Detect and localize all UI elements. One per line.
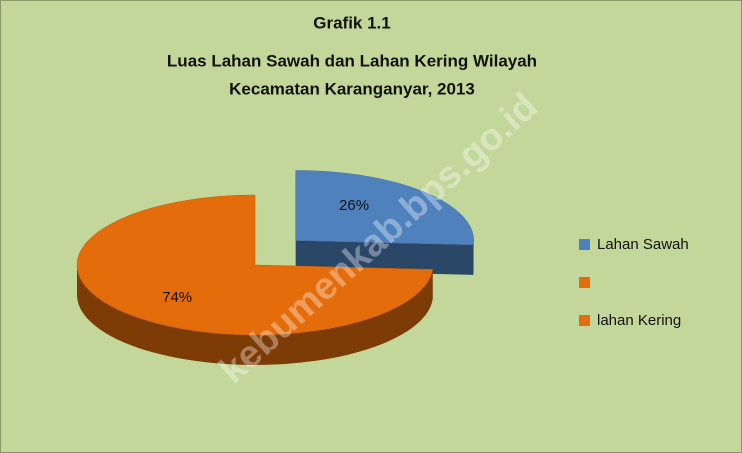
chart-title: Grafik 1.1	[313, 13, 391, 32]
data-label: 26%	[339, 197, 369, 214]
chart-title: Luas Lahan Sawah dan Lahan Kering Wilaya…	[167, 51, 537, 70]
pie	[76, 170, 474, 365]
slice	[295, 170, 474, 275]
slice	[76, 194, 433, 365]
slice-side	[295, 240, 474, 275]
slice	[295, 170, 474, 246]
data-label: 74%	[162, 289, 192, 306]
slice-wall	[77, 265, 433, 365]
legend-label: lahan Kering	[597, 312, 681, 329]
legend-swatch	[579, 239, 590, 250]
legend-swatch	[579, 277, 590, 288]
legend-swatch	[579, 315, 590, 326]
chart-title: Kecamatan Karanganyar, 2013	[229, 79, 475, 98]
legend-label: Lahan Sawah	[597, 236, 689, 253]
slice	[76, 194, 433, 336]
